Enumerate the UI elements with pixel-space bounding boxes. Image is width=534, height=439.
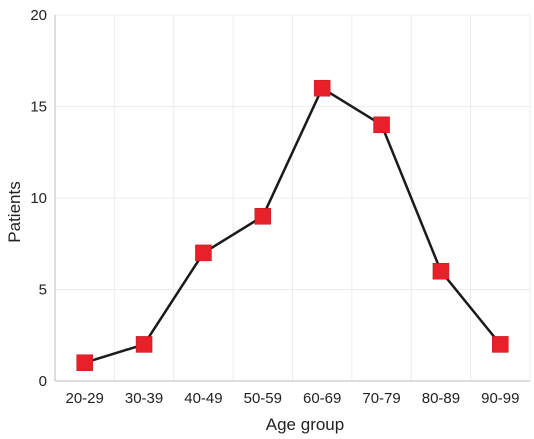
y-tick-label: 15 xyxy=(30,99,47,116)
grid xyxy=(55,14,531,381)
data-point xyxy=(432,262,450,280)
data-point xyxy=(313,79,331,97)
y-axis-label: Patients xyxy=(5,181,24,242)
x-tick-label: 60-69 xyxy=(303,390,341,407)
data-point xyxy=(76,354,93,371)
y-tick-label: 10 xyxy=(30,190,47,207)
data-point xyxy=(135,336,153,353)
series xyxy=(76,79,509,371)
x-tick-label: 90-99 xyxy=(481,390,519,407)
x-axis-ticks: 20-29 30-39 40-49 50-59 60-69 70-79 80-89 90-99 xyxy=(66,390,520,407)
y-tick-label: 5 xyxy=(39,282,47,299)
x-tick-label: 30-39 xyxy=(125,390,163,407)
x-tick-label: 20-29 xyxy=(66,390,104,407)
y-axis-ticks: 0 5 10 15 20 xyxy=(30,7,47,390)
data-point xyxy=(373,116,390,134)
y-tick-label: 20 xyxy=(30,7,47,24)
axes xyxy=(54,15,530,382)
data-point xyxy=(254,208,272,225)
x-tick-label: 70-79 xyxy=(362,390,400,407)
y-tick-label: 0 xyxy=(39,373,47,390)
x-tick-label: 80-89 xyxy=(422,390,460,407)
data-point xyxy=(492,336,509,353)
series-line xyxy=(84,86,502,364)
data-point xyxy=(195,244,212,262)
x-tick-label: 40-49 xyxy=(184,390,222,407)
x-tick-label: 50-59 xyxy=(244,390,282,407)
x-axis-label: Age group xyxy=(266,415,344,434)
